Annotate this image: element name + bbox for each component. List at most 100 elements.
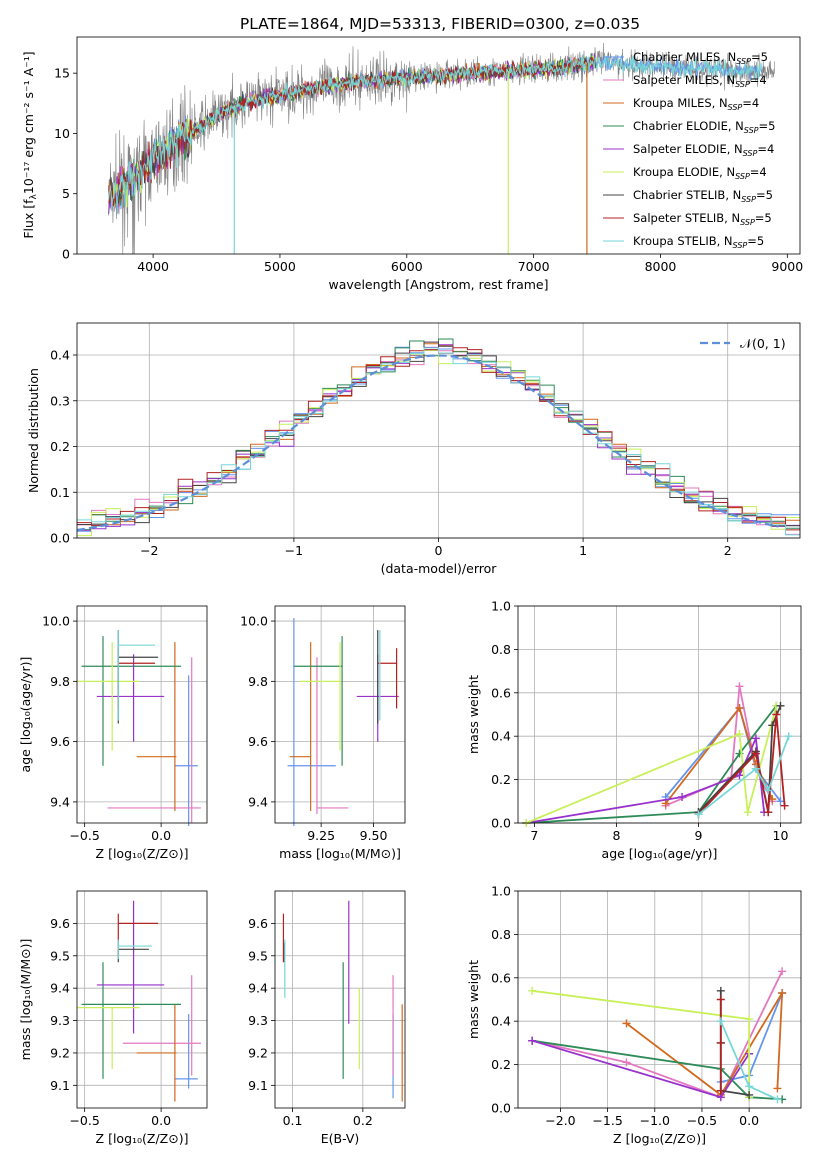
legend-label: Kroupa STELIB, NSSP=5: [633, 234, 764, 250]
x-axis-label: wavelength [Angstrom, rest frame]: [328, 277, 548, 292]
mass-weight-point-kroupa_stelib: [751, 764, 760, 773]
mass-weight-point-kroupa_stelib: [694, 810, 703, 819]
y-tick-label: 15: [54, 66, 70, 81]
mass-weight-point-kroupa_elodie: [735, 730, 744, 739]
x-tick-label: 2: [724, 543, 732, 558]
mass-weight-point-salpeter_elodie: [735, 771, 744, 780]
legend-label-subscript: SSP: [728, 103, 743, 112]
mass-weight-line-kroupa_elodie: [525, 705, 778, 824]
y-axis-label: age [log₁₀(age/yr)]: [18, 657, 33, 773]
legend-label: Salpeter MILES, NSSP=4: [633, 73, 767, 89]
mass-weight-line-chabrier_elodie: [526, 705, 778, 824]
x-tick-label: 5000: [264, 259, 296, 274]
mass-weight-point-kroupa_stelib: [716, 1017, 725, 1026]
x-tick-label: 8000: [645, 259, 677, 274]
legend-label-suffix: =5: [747, 234, 764, 248]
y-tick-label: 0.4: [491, 1014, 511, 1029]
mass-weight-point-kroupa_miles: [661, 799, 670, 808]
y-tick-label: 0.3: [50, 393, 70, 408]
legend-label-suffix: =4: [750, 73, 767, 87]
legend-label-text: Chabrier MILES, N: [633, 50, 736, 64]
mass-weight-point-kroupa_elodie: [743, 808, 752, 817]
x-tick-label: 9: [694, 828, 702, 843]
y-tick-label: 0.2: [50, 439, 70, 454]
mass-weight-line-chabrier_stelib: [697, 705, 782, 813]
plot-frame: [76, 605, 208, 824]
legend-label: Chabrier STELIB, NSSP=5: [633, 188, 773, 204]
y-axis-label: mass weight: [466, 675, 481, 754]
mass-weight-point-chabrier_stelib: [745, 1090, 754, 1099]
mass-weight-point-salpeter_stelib: [772, 710, 781, 719]
legend-label-subscript: SSP: [733, 241, 748, 250]
residual-histogram-chabrier_stelib: [77, 341, 800, 527]
legend-label-text: Kroupa STELIB, N: [633, 234, 733, 248]
legend-label-suffix: =5: [755, 211, 772, 225]
mass-weight-point-kroupa_miles: [622, 1019, 631, 1028]
y-tick-label: 0.8: [491, 642, 511, 657]
x-axis-label: Z [log₁₀(Z/Z⊙)]: [96, 1131, 189, 1146]
legend-label: Salpeter ELODIE, NSSP=4: [633, 142, 774, 158]
y-tick-label: 0.6: [491, 970, 511, 985]
legend-label-subscript: SSP: [735, 172, 750, 181]
y-tick-label: 9.6: [248, 916, 268, 931]
legend-label-suffix: =4: [750, 165, 767, 179]
legend-label-text: Kroupa ELODIE, N: [633, 165, 735, 179]
y-tick-label: 9.8: [248, 674, 268, 689]
y-tick-label: 0.8: [491, 927, 511, 942]
legend-label: Kroupa MILES, NSSP=4: [633, 96, 759, 112]
plot-frame: [517, 890, 802, 1109]
residual-histogram-panel: −2 −1 0 1 2 0.0 0.1 0.2 0.3 0.4 (data-model)/error…: [26, 322, 801, 576]
legend-label-subscript: SSP: [743, 149, 758, 158]
x-tick-label: 4000: [137, 259, 169, 274]
plot-frame: [76, 322, 801, 539]
y-tick-label: 9.3: [50, 1013, 70, 1028]
x-tick-label: −1.0: [640, 1113, 670, 1128]
y-tick-label: 9.1: [248, 1078, 268, 1093]
mass-weight-point-salpeter_stelib: [716, 1038, 725, 1047]
y-axis-label: mass [log₁₀(M/M⊙)]: [18, 939, 33, 1061]
x-axis-label: mass [log₁₀(M/M⊙)]: [279, 846, 401, 861]
y-tick-label: 1.0: [491, 884, 511, 899]
x-tick-label: 7000: [518, 259, 550, 274]
legend-label-subscript: SSP: [740, 218, 755, 227]
mass-vs-metallicity-panel: −0.5 0.0 9.1 9.2 9.3 9.4 9.5 9.6 Z [log₁₀(Z/Z⊙)]…: [18, 890, 208, 1146]
x-tick-label: −0.5: [69, 828, 99, 843]
legend-label-subscript: SSP: [736, 57, 751, 66]
legend-label-subscript: SSP: [744, 126, 759, 135]
y-tick-label: 0.2: [491, 772, 511, 787]
legend-label-text: Kroupa MILES, N: [633, 96, 728, 110]
x-axis-label: Z [log₁₀(Z/Z⊙)]: [96, 846, 189, 861]
legend-label-suffix: =5: [756, 188, 773, 202]
x-axis-label: E(B-V): [321, 1131, 360, 1146]
mass-weight-line-chabrier_elodie: [532, 1039, 783, 1101]
y-axis-label-suffix: 10⁻¹⁷ erg cm⁻² s⁻¹ A⁻¹]: [21, 51, 36, 194]
x-tick-label: 0.0: [151, 1113, 171, 1128]
figure-title: PLATE=1864, MJD=53313, FIBERID=0300, z=0…: [240, 15, 640, 33]
x-tick-label: 0: [435, 543, 443, 558]
x-axis-label: age [log₁₀(age/yr)]: [602, 846, 718, 861]
legend-label-subscript: SSP: [741, 195, 756, 204]
y-tick-label: 9.2: [248, 1045, 268, 1060]
x-tick-label: 9.25: [307, 828, 335, 843]
y-tick-label: 9.5: [50, 948, 70, 963]
mass-weight-line-kroupa_stelib: [697, 735, 790, 816]
mass-weight-line-chabrier_miles: [720, 992, 783, 1083]
spectrum-panel: 4000 5000 6000 7000 8000 9000 0 5 10 15 wavelength…: [21, 36, 803, 292]
mass-weight-point-salpeter_stelib: [764, 808, 773, 817]
y-tick-label: 10: [54, 126, 70, 141]
mass-weight-point-kroupa_stelib: [745, 1082, 754, 1091]
plot-frame: [76, 36, 801, 255]
mass-weight-line-kroupa_elodie: [532, 989, 750, 1098]
x-tick-label: 9.50: [360, 828, 388, 843]
y-tick-label: 0.0: [491, 1101, 511, 1116]
y-tick-label: 9.6: [248, 734, 268, 749]
y-tick-label: 9.3: [248, 1013, 268, 1028]
mass-weight-point-salpeter_miles: [735, 682, 744, 691]
y-tick-label: 0.1: [50, 485, 70, 500]
mass-weight-point-salpeter_elodie: [678, 792, 687, 801]
legend-label: Chabrier MILES, NSSP=5: [633, 50, 768, 66]
mass-weight-point-kroupa_stelib: [764, 786, 773, 795]
mass-weight-point-kroupa_stelib: [773, 1095, 782, 1104]
legend-label-suffix: =5: [759, 119, 776, 133]
mass-weight-point-salpeter_elodie: [751, 734, 760, 743]
